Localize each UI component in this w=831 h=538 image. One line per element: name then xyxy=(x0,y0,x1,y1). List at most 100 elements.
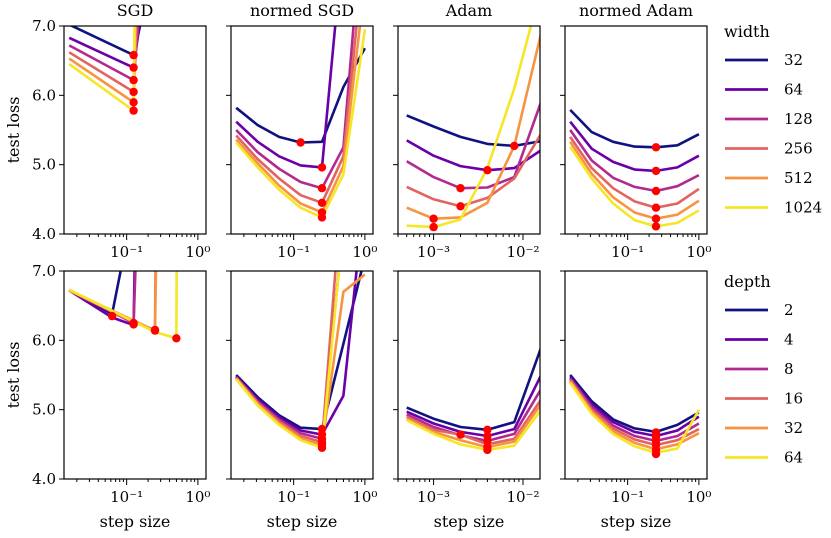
x-tick-label: 10⁻¹ xyxy=(110,243,143,261)
x-tick-label: 10⁰ xyxy=(185,243,210,261)
best-point-2 xyxy=(483,425,492,434)
series-line-32 xyxy=(406,114,540,148)
x-tick-label: 10⁻¹ xyxy=(611,243,644,261)
panel-title: normed Adam xyxy=(579,1,693,20)
series-line-4 xyxy=(406,374,540,438)
legend-label: 64 xyxy=(784,81,803,99)
legend-depth xyxy=(725,308,768,459)
panel-0 xyxy=(59,25,207,240)
x-tick-label: 10⁰ xyxy=(686,488,711,506)
legend-label: 256 xyxy=(784,140,813,158)
series-line-128 xyxy=(68,26,140,82)
best-point-256 xyxy=(129,87,138,97)
series-line-128 xyxy=(406,101,540,190)
best-point-1024 xyxy=(129,106,138,115)
legend-label: 2 xyxy=(784,301,794,319)
panel-6 xyxy=(393,270,541,485)
y-tick-label: 4.0 xyxy=(32,470,56,488)
series-line-4 xyxy=(235,271,358,436)
series-line-32 xyxy=(235,273,366,447)
axes-frame xyxy=(63,25,207,235)
best-point-8 xyxy=(129,318,138,328)
y-tick-label: 6.0 xyxy=(32,331,56,349)
series-group xyxy=(235,271,366,452)
x-axis-label: step size xyxy=(601,512,672,531)
series-line-32 xyxy=(569,108,700,149)
best-point-256 xyxy=(317,198,327,207)
legend-title: depth xyxy=(724,272,771,291)
y-tick-label: 4.0 xyxy=(32,225,56,243)
series-line-128 xyxy=(569,129,700,193)
series-line-1024 xyxy=(569,145,700,228)
panel-3 xyxy=(560,25,708,240)
y-tick-label: 6.0 xyxy=(32,86,56,104)
y-tick-label: 5.0 xyxy=(32,401,56,419)
best-point-1024 xyxy=(317,213,327,222)
x-tick-label: 10⁻¹ xyxy=(277,243,310,261)
legend-label: 512 xyxy=(784,169,813,187)
best-point-32 xyxy=(150,326,160,335)
best-point-32 xyxy=(651,143,661,152)
legend-label: 32 xyxy=(784,419,803,437)
series-line-4 xyxy=(569,376,700,438)
legend-label: 8 xyxy=(784,360,794,378)
series-group xyxy=(406,346,540,455)
panel-5 xyxy=(226,270,374,485)
y-axis-label: test loss xyxy=(4,342,23,409)
x-tick-label: 10⁻³ xyxy=(417,488,450,506)
panel-title: SGD xyxy=(117,1,154,20)
legend-label: 1024 xyxy=(784,199,822,217)
panel-2 xyxy=(393,25,541,240)
series-line-64 xyxy=(569,381,701,454)
best-point-256 xyxy=(651,203,661,212)
series-line-64 xyxy=(235,271,341,450)
legend-label: 4 xyxy=(784,331,794,349)
x-axis-label: step size xyxy=(267,512,338,531)
series-line-64 xyxy=(68,271,178,340)
series-line-512 xyxy=(406,32,540,220)
best-point-32 xyxy=(129,50,138,60)
best-point-512 xyxy=(129,98,138,107)
legend-title: width xyxy=(724,22,770,41)
x-tick-label: 10⁰ xyxy=(352,488,377,506)
x-tick-label: 10⁰ xyxy=(686,243,711,261)
series-line-64 xyxy=(235,26,337,169)
best-point-64 xyxy=(483,445,492,455)
series-line-2 xyxy=(235,271,363,431)
x-tick-label: 10⁻¹ xyxy=(110,488,143,506)
x-tick-label: 10⁻¹ xyxy=(611,488,644,506)
legend-width xyxy=(725,58,768,209)
best-point-128 xyxy=(317,184,327,193)
best-point-256 xyxy=(456,202,465,211)
axes-frame xyxy=(230,270,374,480)
best-point-64 xyxy=(483,166,492,175)
series-line-64 xyxy=(406,409,540,452)
panel-4 xyxy=(59,270,207,485)
axes-frame xyxy=(397,25,541,235)
series-line-2 xyxy=(569,374,700,434)
panel-1 xyxy=(226,25,374,240)
y-tick-label: 7.0 xyxy=(32,17,56,35)
best-point-1024 xyxy=(429,222,438,232)
best-point-64 xyxy=(317,443,327,452)
best-point-64 xyxy=(129,63,138,72)
best-point-32 xyxy=(296,138,305,147)
series-group xyxy=(569,108,700,231)
legend-label: 64 xyxy=(784,449,803,467)
best-point-512 xyxy=(651,214,661,223)
axes-frame xyxy=(63,270,207,480)
x-axis-label: step size xyxy=(100,512,171,531)
panel-title: normed SGD xyxy=(250,1,354,20)
series-line-16 xyxy=(406,398,540,446)
best-point-1024 xyxy=(651,222,661,231)
series-line-32 xyxy=(406,403,540,449)
series-line-512 xyxy=(569,141,700,220)
series-group xyxy=(406,26,540,232)
best-point-32 xyxy=(510,141,519,151)
y-axis-label: test loss xyxy=(4,97,23,164)
series-line-8 xyxy=(569,377,700,443)
legend-label: 16 xyxy=(784,390,803,408)
y-tick-label: 7.0 xyxy=(32,262,56,280)
series-line-1024 xyxy=(235,29,367,219)
